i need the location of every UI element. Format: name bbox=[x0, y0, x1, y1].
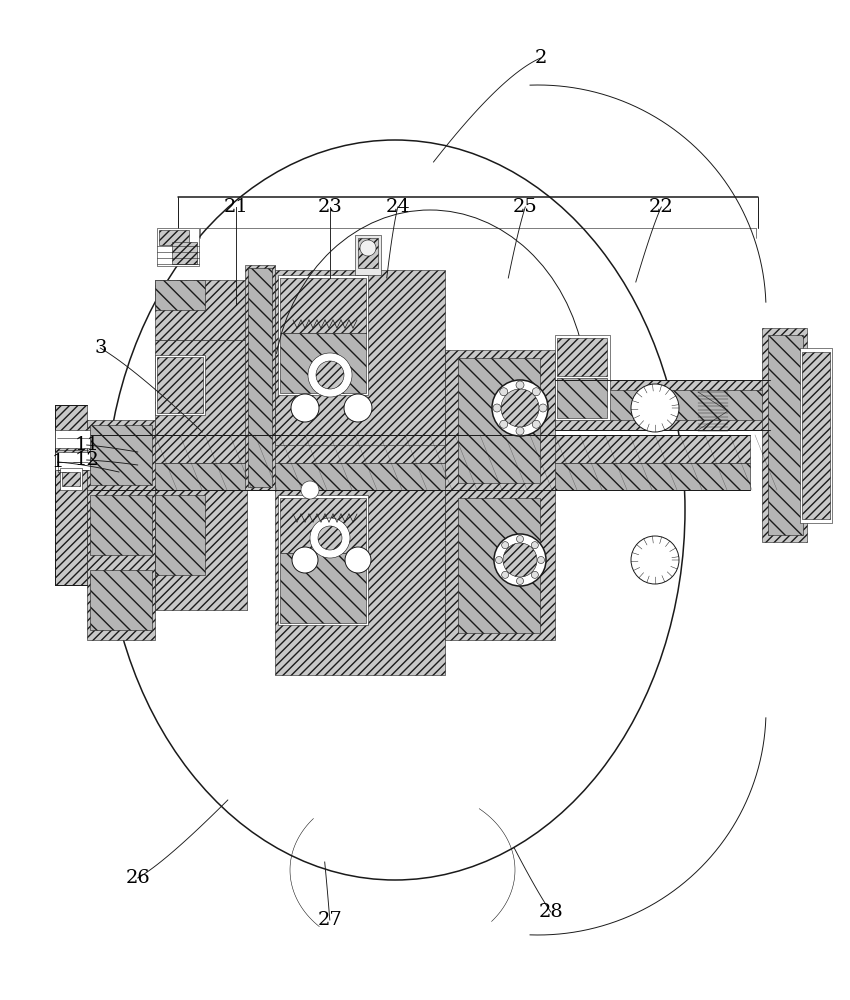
Bar bbox=[245, 265, 275, 490]
Circle shape bbox=[537, 556, 545, 564]
Bar bbox=[557, 378, 607, 418]
Bar bbox=[555, 335, 610, 420]
Bar bbox=[275, 490, 445, 675]
Bar bbox=[358, 238, 378, 268]
Bar bbox=[560, 390, 765, 420]
Circle shape bbox=[517, 578, 524, 584]
Bar bbox=[280, 498, 366, 553]
Circle shape bbox=[493, 404, 501, 412]
Text: 28: 28 bbox=[538, 903, 564, 921]
Circle shape bbox=[291, 394, 319, 422]
Bar bbox=[280, 278, 366, 333]
Circle shape bbox=[292, 547, 318, 573]
Bar bbox=[800, 348, 832, 523]
Bar bbox=[90, 495, 152, 555]
Circle shape bbox=[308, 353, 352, 397]
Bar bbox=[159, 230, 189, 245]
Circle shape bbox=[501, 389, 539, 427]
Bar bbox=[155, 280, 247, 340]
Text: 26: 26 bbox=[125, 869, 150, 887]
Bar bbox=[155, 490, 247, 610]
Text: 3: 3 bbox=[94, 339, 106, 357]
Bar bbox=[90, 570, 152, 630]
Bar bbox=[155, 340, 247, 435]
Bar bbox=[155, 495, 205, 575]
Bar bbox=[248, 268, 272, 487]
Bar bbox=[172, 242, 197, 264]
Circle shape bbox=[516, 427, 524, 435]
Bar bbox=[155, 280, 205, 310]
Text: 1: 1 bbox=[52, 453, 64, 471]
Bar bbox=[55, 452, 90, 470]
Circle shape bbox=[503, 543, 537, 577]
Circle shape bbox=[532, 388, 541, 396]
Text: 2: 2 bbox=[535, 49, 547, 67]
Bar bbox=[62, 472, 80, 486]
Text: 24: 24 bbox=[385, 198, 411, 216]
Text: 27: 27 bbox=[317, 911, 343, 929]
Bar bbox=[87, 490, 155, 640]
Text: 25: 25 bbox=[513, 198, 538, 216]
Circle shape bbox=[500, 388, 507, 396]
Bar bbox=[90, 425, 152, 485]
Bar bbox=[90, 505, 152, 565]
Bar bbox=[762, 328, 807, 542]
Bar bbox=[60, 468, 82, 490]
Circle shape bbox=[502, 571, 508, 578]
Bar bbox=[155, 355, 205, 415]
Circle shape bbox=[631, 536, 679, 584]
Bar bbox=[557, 338, 607, 376]
Circle shape bbox=[500, 420, 507, 428]
Bar bbox=[157, 357, 203, 413]
Text: 23: 23 bbox=[317, 198, 343, 216]
Circle shape bbox=[310, 518, 350, 558]
Bar bbox=[355, 235, 381, 275]
Circle shape bbox=[345, 547, 371, 573]
Circle shape bbox=[531, 571, 538, 578]
Text: 22: 22 bbox=[649, 198, 674, 216]
Bar bbox=[768, 335, 803, 535]
Bar bbox=[445, 350, 555, 490]
Bar bbox=[280, 553, 366, 623]
Bar bbox=[55, 405, 87, 585]
Bar bbox=[90, 463, 750, 490]
Bar bbox=[55, 430, 90, 448]
Bar bbox=[555, 380, 770, 430]
Circle shape bbox=[631, 384, 679, 432]
Bar bbox=[90, 435, 750, 463]
Bar bbox=[278, 495, 368, 625]
Circle shape bbox=[316, 361, 344, 389]
Bar bbox=[445, 490, 555, 640]
Bar bbox=[280, 333, 366, 393]
Circle shape bbox=[531, 542, 538, 549]
Circle shape bbox=[496, 556, 502, 564]
Circle shape bbox=[517, 536, 524, 542]
Circle shape bbox=[344, 394, 372, 422]
Bar bbox=[802, 352, 830, 519]
Text: 12: 12 bbox=[74, 451, 99, 469]
Circle shape bbox=[360, 240, 376, 256]
Circle shape bbox=[502, 542, 508, 549]
Bar bbox=[458, 498, 540, 633]
Bar bbox=[278, 275, 368, 395]
Circle shape bbox=[516, 381, 524, 389]
Bar bbox=[458, 358, 540, 483]
Circle shape bbox=[494, 534, 546, 586]
Circle shape bbox=[492, 380, 548, 436]
Circle shape bbox=[301, 481, 319, 499]
Bar bbox=[157, 228, 199, 266]
Circle shape bbox=[539, 404, 547, 412]
Text: 21: 21 bbox=[224, 198, 249, 216]
Circle shape bbox=[532, 420, 541, 428]
Circle shape bbox=[318, 526, 342, 550]
Bar bbox=[275, 270, 445, 445]
Text: 11: 11 bbox=[74, 436, 99, 454]
Bar bbox=[87, 420, 155, 570]
